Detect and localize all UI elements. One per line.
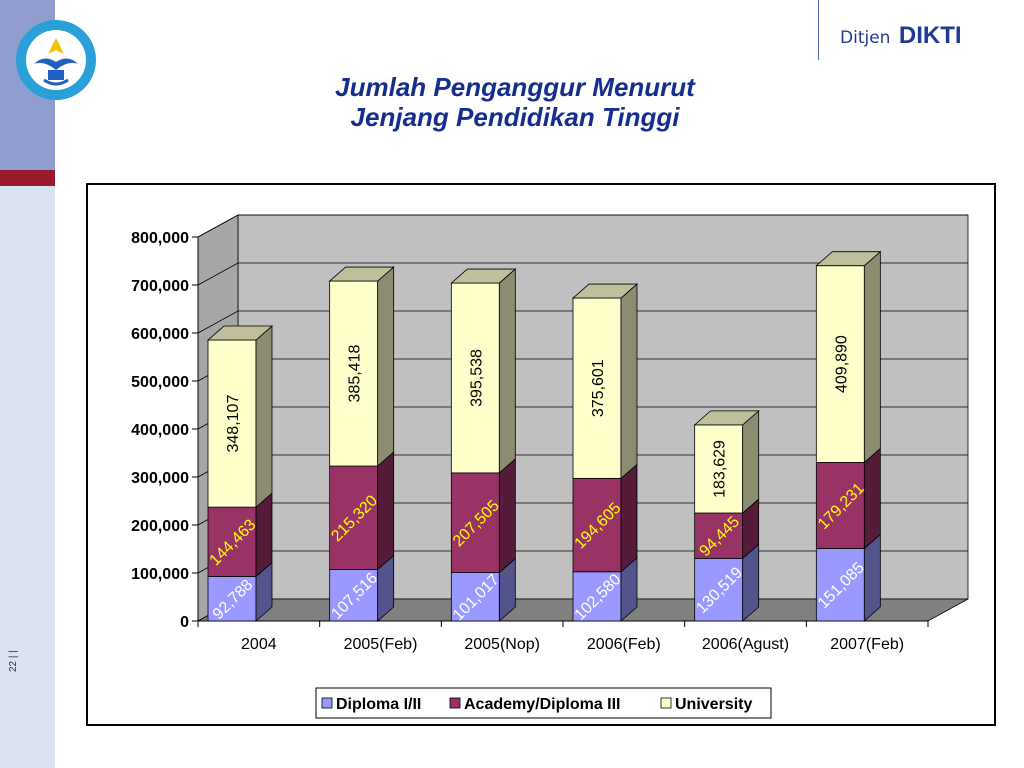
legend-label: University [675,696,752,713]
y-tick-label: 800,000 [131,230,189,247]
bar-segment-front [572,297,622,479]
chart-frame: 0 100,000 200,000 300,000 400,000 500,000 600,… [86,183,996,726]
brand-prefix: Ditjen [840,28,891,48]
bar-segment-side [255,325,273,509]
legend-box [315,687,772,719]
y-tick-label: 600,000 [131,326,189,343]
slide-number: 22 | | [8,650,19,672]
bar-segment-front [207,339,257,508]
bar-segment-side [863,250,881,464]
gridline [197,310,968,334]
bar-top-face [815,251,882,267]
stacked-3d-bar-chart: 0 100,000 200,000 300,000 400,000 500,000 600,… [131,214,969,719]
bar-segment-side [377,266,395,467]
data-label: 183,629 [712,440,729,498]
legend-swatch [660,697,672,709]
bar-segment-side [255,492,273,578]
bar-top-face [328,266,395,282]
header-divider [818,0,819,60]
sidebar-red-band [0,170,55,186]
gridline [197,214,968,238]
y-tick-label: 300,000 [131,470,189,487]
y-tick-label: 700,000 [131,278,189,295]
x-tick-label: 2006(Feb) [587,636,661,653]
x-tick-label: 2006(Agust) [702,636,789,653]
bar-segment-side [620,463,638,573]
bar-segment-side [742,409,760,514]
bar-segment-front [207,506,257,577]
chart-legend: Diploma I/II Academy/Diploma III Universit… [315,687,772,719]
bar-segment-side [498,458,516,574]
brand-logo: Ditjen DIKTI [840,22,962,50]
bar-segment-side [863,447,881,550]
bar-segment-front [694,424,744,514]
data-label: 409,890 [833,335,850,393]
bar-segment-front [329,465,379,570]
bar-segment-front [572,571,622,622]
bar-segment-front [694,512,744,559]
slide-title-line-1: Jumlah Penganggur Menurut [335,72,695,102]
data-label: 395,538 [468,349,485,407]
bar-segment-side [498,268,516,474]
legend-swatch [321,697,333,709]
legend-swatch [449,697,461,709]
bar-segment-front [450,572,500,622]
data-label: 375,601 [590,359,607,417]
bar-segment-side [620,283,638,480]
y-tick-label: 100,000 [131,566,189,583]
y-tick-label: 0 [180,614,189,631]
bar-segment-front [329,568,379,622]
tut-wuri-handayani-emblem-icon [16,20,96,100]
brand-name: DIKTI [898,22,962,49]
bar-segment-front [329,280,379,467]
bar-top-face [206,325,274,341]
bar-segment-front [815,548,865,622]
y-tick-label: 500,000 [131,374,189,391]
slide-title-line-2: Jenjang Pendidikan Tinggi [350,102,680,132]
y-tick-label: 200,000 [131,518,189,535]
bar-top-face [450,268,517,284]
bar-segment-front [450,472,500,573]
slide-title: Jumlah Penganggur Menurut Jenjang Pendid… [200,72,830,132]
gridline [197,262,968,286]
x-tick-label: 2004 [241,636,277,653]
bar-segment-front [207,576,257,622]
legend-label: Academy/Diploma III [464,696,621,713]
bar-segment-side [863,533,881,622]
bar-top-face [571,283,639,299]
bar-segment-side [377,451,395,571]
bar-top-face [693,410,760,426]
x-tick-label: 2007(Feb) [830,636,904,653]
x-tick-label: 2005(Feb) [344,636,418,653]
bar-segment-front [450,282,500,474]
y-tick-label: 400,000 [131,422,189,439]
data-label: 385,418 [347,345,364,403]
x-tick-label: 2005(Nop) [464,636,540,653]
legend-label: Diploma I/II [336,696,421,713]
data-label: 348,107 [225,395,242,453]
